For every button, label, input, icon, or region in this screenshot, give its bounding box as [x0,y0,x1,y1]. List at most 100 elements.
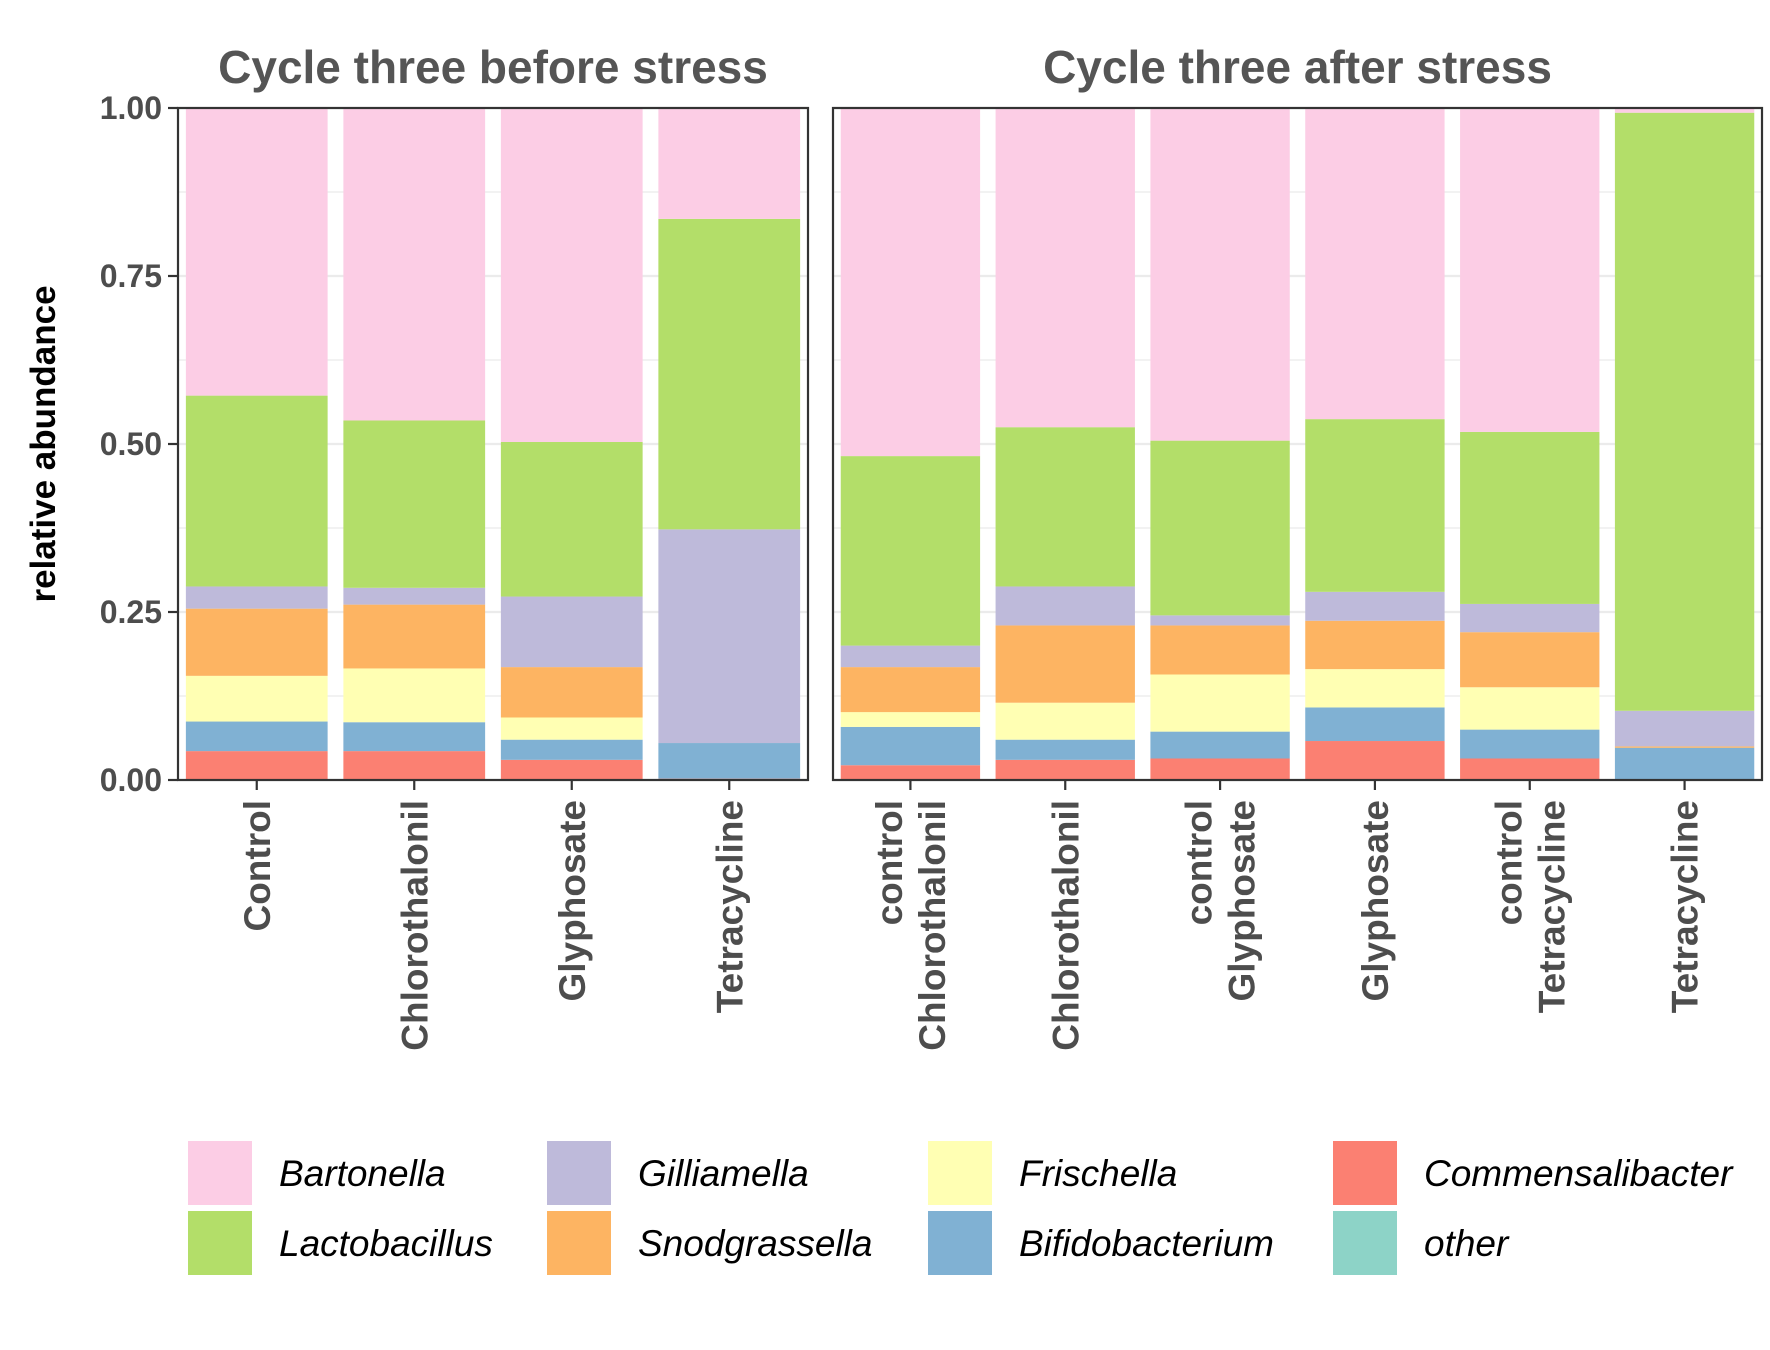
legend-label: other [1424,1223,1510,1264]
bar-segment-lactobacillus [840,456,981,646]
x-tick-label: Tetracycline [1665,800,1706,1013]
bar-segment-bartonella [995,108,1135,428]
bar-segment-bifidobacterium [1150,731,1290,759]
bar-segment-bartonella [1460,108,1600,432]
y-tick-label: 0.50 [100,426,162,462]
bar-segment-snodgrassella [1305,620,1445,670]
bar-segment-snodgrassella [343,604,486,669]
x-tick-label: Chlorothalonil [1045,800,1086,1051]
bar-segment-bartonella [343,108,486,421]
bar-segment-bartonella [1305,108,1445,420]
bar-segment-commensalibacter [343,751,486,780]
x-tick-label: Tetracycline [709,800,750,1013]
x-tick-label: control [1179,800,1220,925]
x-tick-label: Glyphosate [1355,800,1396,1002]
bar-segment-gilliamella [1460,603,1600,633]
bar-segment-commensalibacter [185,751,328,780]
y-axis-title: relative abundance [24,285,63,602]
bar-segment-snodgrassella [185,608,328,676]
bar-segment-bifidobacterium [995,739,1135,760]
bar-segment-snodgrassella [1150,625,1290,675]
panel-title: Cycle three after stress [1043,41,1552,93]
y-tick-label: 0.75 [100,258,162,294]
x-tick-label: control [869,800,910,925]
bar-segment-gilliamella [1150,615,1290,626]
bar-segment-bifidobacterium [840,726,981,766]
legend-label: Lactobacillus [279,1223,493,1264]
legend-label: Snodgrassella [638,1223,872,1264]
legend-key-bartonella [188,1141,252,1205]
bar-segment-lactobacillus [1305,419,1445,592]
bar-segment-bifidobacterium [658,743,801,779]
bar-segment-commensalibacter [840,765,981,780]
bar-segment-snodgrassella [1460,632,1600,688]
bar-segment-commensalibacter [995,759,1135,780]
bar-segment-frischella [1150,674,1290,732]
x-tick-label: Glyphosate [1222,800,1263,1002]
bar-segment-commensalibacter [1305,741,1445,780]
bar-segment-lactobacillus [1460,431,1600,604]
bar-segment-frischella [500,717,643,740]
bar-segment-gilliamella [995,586,1135,626]
bar-segment-bartonella [658,108,801,219]
legend-label: Bartonella [279,1153,446,1194]
bar-segment-bifidobacterium [343,722,486,752]
bar-segment-lactobacillus [343,420,486,588]
bar-segment-gilliamella [840,645,981,668]
y-tick-label: 0.25 [100,594,162,630]
bar-segment-bifidobacterium [1305,707,1445,742]
bar-segment-bartonella [1614,108,1755,113]
x-tick-label: Tetracycline [1531,800,1572,1013]
bar-segment-lactobacillus [995,427,1135,587]
bar-segment-frischella [995,702,1135,740]
panel-border [831,106,1764,782]
x-tick-label: Chlorothalonil [394,800,435,1051]
bar-segment-bartonella [1150,108,1290,441]
bar-segment-lactobacillus [500,441,643,597]
bar-segment-bifidobacterium [500,739,643,760]
legend-key-gilliamella [547,1141,611,1205]
legend-key-commensalibacter [1333,1141,1397,1205]
bar-segment-gilliamella [1305,591,1445,621]
y-tick-label: 1.00 [100,90,162,126]
bar-segment-commensalibacter [500,759,643,780]
bar-segment-frischella [185,675,328,722]
x-tick-label: Control [237,800,278,932]
bar-segment-bartonella [185,108,328,396]
panel-title: Cycle three before stress [218,41,768,93]
legend-label: Frischella [1019,1153,1177,1194]
bar-segment-gilliamella [185,586,328,609]
legend-label: Bifidobacterium [1019,1223,1274,1264]
bar-segment-gilliamella [343,587,486,605]
bar-segment-gilliamella [1614,710,1755,747]
bar-segment-bifidobacterium [1460,729,1600,759]
legend-key-other [1333,1211,1397,1275]
legend-key-lactobacillus [188,1211,252,1275]
legend-label: Commensalibacter [1424,1153,1734,1194]
x-tick-label: control [1488,800,1529,925]
bar-segment-lactobacillus [658,218,801,530]
bar-segment-commensalibacter [1460,758,1600,780]
bar-segment-gilliamella [658,529,801,744]
bar-segment-gilliamella [500,596,643,668]
bar-segment-snodgrassella [500,667,643,718]
bar-segment-frischella [840,712,981,727]
legend-label: Gilliamella [638,1153,809,1194]
bar-segment-bartonella [500,108,643,442]
bar-segment-snodgrassella [840,667,981,713]
bar-segment-bifidobacterium [1614,747,1755,780]
legend-key-snodgrassella [547,1211,611,1275]
bar-segment-lactobacillus [1614,112,1755,711]
bar-segment-snodgrassella [1614,746,1755,748]
bar-segment-frischella [1305,669,1445,708]
bar-segment-bifidobacterium [185,721,328,752]
bar-segment-bartonella [840,108,981,457]
bar-segment-frischella [1460,687,1600,730]
bar-segment-lactobacillus [185,395,328,587]
bar-segment-snodgrassella [995,625,1135,703]
x-tick-label: Chlorothalonil [912,800,953,1051]
bar-segment-commensalibacter [1150,758,1290,780]
legend-key-bifidobacterium [928,1211,992,1275]
y-tick-label: 0.00 [100,762,162,798]
